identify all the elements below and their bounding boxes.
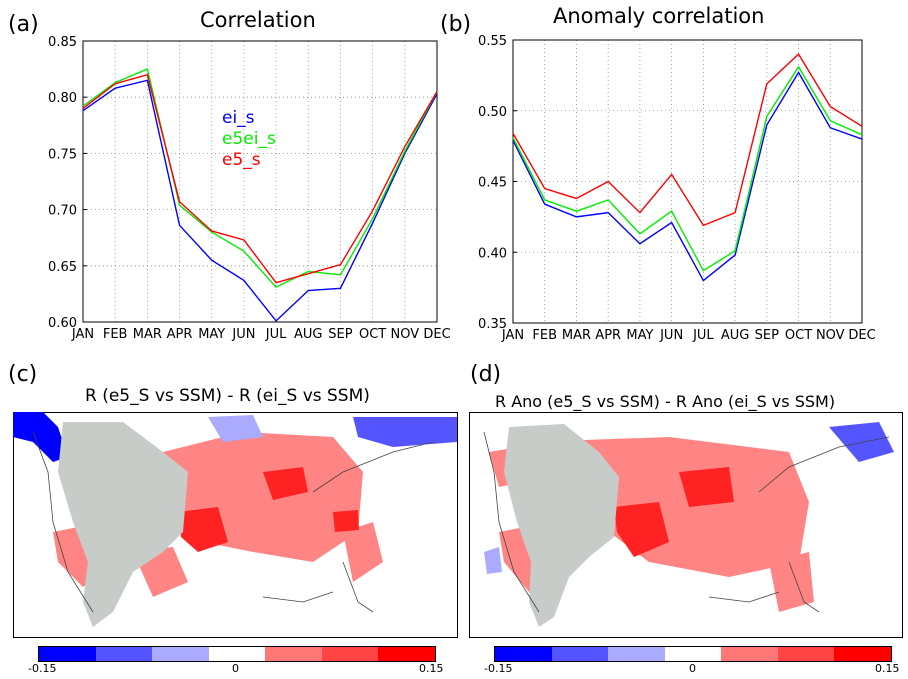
x-tick-label: SEP: [755, 328, 779, 343]
panel-a-title: Correlation: [200, 8, 316, 32]
y-tick-label: 0.75: [48, 147, 77, 162]
x-tick-label: OCT: [359, 327, 386, 342]
y-tick-label: 0.50: [478, 105, 507, 120]
map-c-mask: [58, 422, 188, 627]
colorbar-segment: [551, 647, 609, 661]
panel-d-title: R Ano (e5_S vs SSM) - R Ano (ei_S vs SSM…: [495, 392, 836, 411]
colorbar-segment: [321, 647, 379, 661]
x-tick-label: JUN: [659, 328, 683, 343]
x-tick-label: JAN: [501, 328, 524, 343]
x-tick-label: JUN: [231, 327, 255, 342]
x-tick-label: JUL: [692, 328, 714, 343]
colorbar-segment: [378, 647, 436, 661]
x-tick-label: DEC: [423, 327, 450, 342]
anomaly-correlation-chart: 0.35 0.40 0.45 0.50 0.55 JAN FEB MAR APR MAY JUN JU…: [478, 34, 876, 343]
series-line-1: [512, 65, 863, 272]
colorbar-d-max: 0.15: [875, 662, 900, 675]
panel-a-label: (a): [8, 12, 39, 37]
x-tick-label: APR: [595, 328, 621, 343]
colorbar-segment: [208, 647, 266, 661]
map-d-coastline: [483, 431, 890, 613]
map-d-mask: [504, 424, 619, 627]
y-tick-label: 0.65: [48, 260, 77, 275]
y-tick-label: 0.80: [48, 91, 77, 106]
y-tick-label: 0.45: [478, 176, 507, 191]
y-tick-label: 0.55: [478, 34, 507, 49]
colorbar-c-max: 0.15: [419, 662, 444, 675]
y-tick-label: 0.85: [48, 35, 77, 50]
y-tick-label: 0.35: [478, 317, 507, 332]
colorbar-segment: [721, 647, 778, 661]
map-d-blue-areas: [484, 422, 894, 574]
x-tick-label: AUG: [721, 328, 749, 343]
x-tick-label: NOV: [391, 327, 420, 342]
x-tick-label: DEC: [848, 328, 875, 343]
map-d-strong-red: [614, 467, 734, 557]
legend: ei_s e5ei_s e5_s: [222, 108, 276, 171]
y-tick-label: 0.60: [48, 316, 77, 331]
plot-frame: [512, 39, 863, 324]
x-tick-label: FEB: [532, 328, 557, 343]
series-line-2: [82, 73, 438, 284]
colorbar-c-mid: 0: [232, 662, 239, 675]
x-tick-label: NOV: [816, 328, 845, 343]
series-line-0: [512, 71, 863, 282]
x-tick-label: OCT: [785, 328, 812, 343]
map-c-strong-red: [178, 467, 359, 552]
correlation-chart: 0.60 0.65 0.70 0.75 0.80 0.85 JAN FEB MAR APR MAY J…: [48, 35, 451, 342]
map-c: [13, 412, 458, 638]
panel-c-label: (c): [8, 362, 38, 387]
panel-b-title: Anomaly correlation: [553, 4, 765, 28]
map-c-blue-areas: [13, 412, 457, 462]
series-line-2: [512, 53, 863, 227]
plot-frame: [82, 40, 438, 323]
panel-b-label: (b): [440, 12, 472, 37]
x-tick-label: JAN: [71, 327, 94, 342]
colorbar-segment: [495, 647, 552, 661]
colorbar-segment: [664, 647, 722, 661]
colorbar-d: [494, 646, 892, 662]
series-line-1: [82, 68, 438, 289]
series-line-0: [82, 79, 438, 322]
colorbar-d-min: -0.15: [484, 662, 513, 675]
colorbar-segment: [608, 647, 665, 661]
x-tick-label: MAY: [198, 327, 225, 342]
legend-entry-e5_s: e5_s: [222, 150, 261, 170]
colorbar-c-min: -0.15: [28, 662, 57, 675]
x-tick-label: JUL: [265, 327, 287, 342]
legend-entry-ei_s: ei_s: [222, 108, 255, 128]
colorbar-segment: [39, 647, 96, 661]
x-tick-label: MAR: [562, 328, 591, 343]
colorbar-segment: [95, 647, 153, 661]
colorbar-segment: [152, 647, 209, 661]
map-c-coastline: [32, 431, 434, 613]
x-tick-label: SEP: [328, 327, 352, 342]
x-tick-label: APR: [167, 327, 193, 342]
x-tick-label: MAR: [133, 327, 162, 342]
y-tick-label: 0.70: [48, 204, 77, 219]
colorbar-segment: [265, 647, 322, 661]
x-tick-label: AUG: [294, 327, 322, 342]
y-tick-label: 0.40: [478, 246, 507, 261]
panel-c-title: R (e5_S vs SSM) - R (ei_S vs SSM): [85, 386, 370, 406]
colorbar-d-mid: 0: [689, 662, 696, 675]
colorbar-segment: [777, 647, 835, 661]
colorbar-segment: [834, 647, 892, 661]
x-tick-label: FEB: [103, 327, 128, 342]
x-tick-label: MAY: [626, 328, 653, 343]
panel-d-label: (d): [470, 362, 502, 387]
legend-entry-e5ei_s: e5ei_s: [222, 129, 276, 149]
colorbar-c: [38, 646, 436, 662]
map-d: [469, 412, 903, 638]
